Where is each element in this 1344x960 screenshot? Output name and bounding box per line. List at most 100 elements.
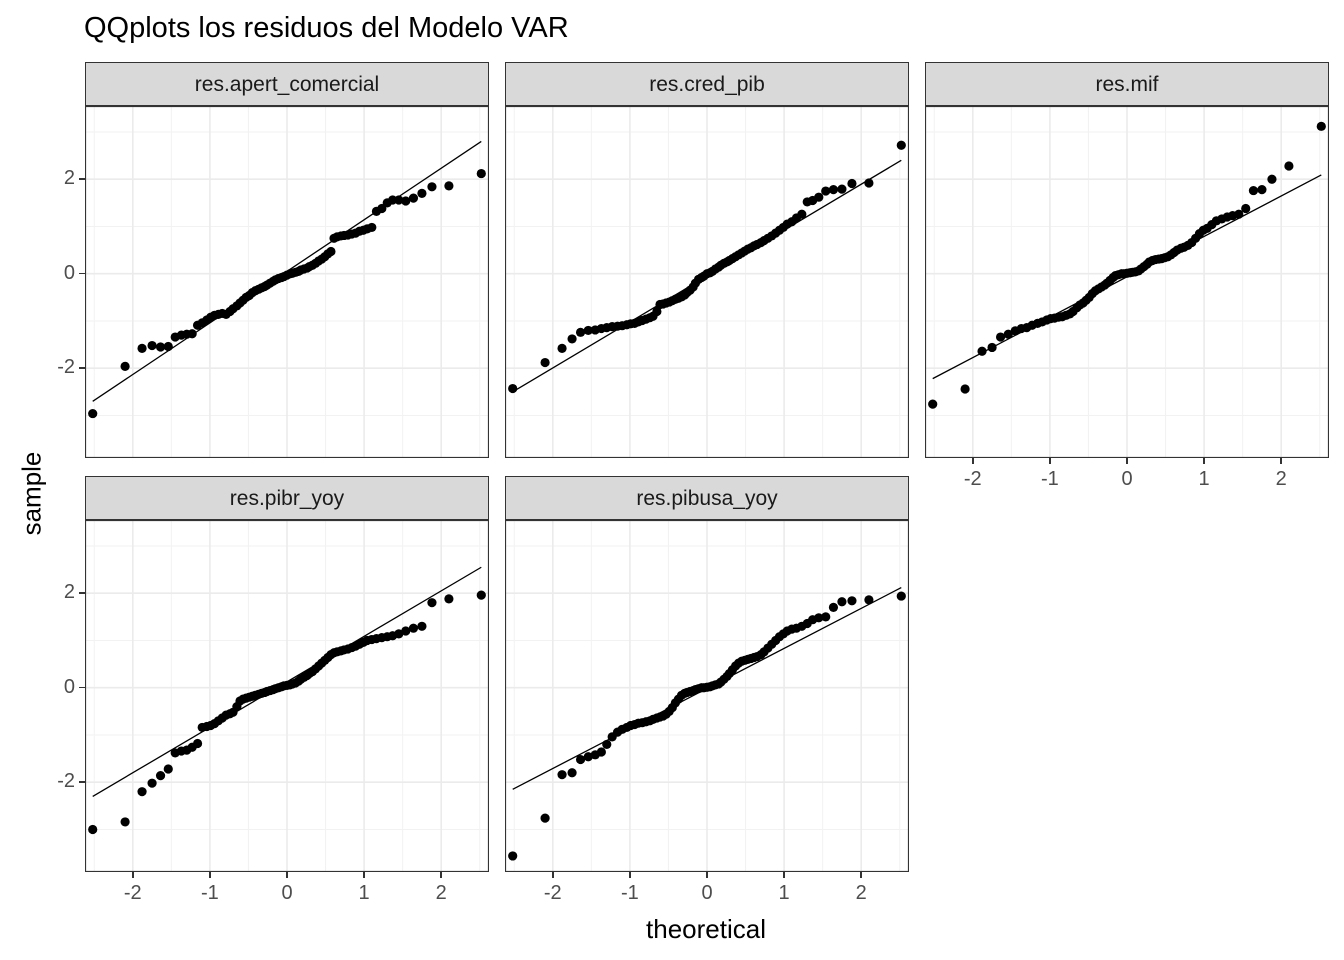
y-tick-mark [79, 272, 85, 275]
qq-point [408, 193, 419, 203]
qq-point [120, 817, 130, 827]
facet-strip-label: res.mif [925, 62, 1329, 106]
y-tick-label: 2 [63, 581, 75, 604]
qq-point [508, 383, 518, 394]
qq-point [408, 623, 419, 633]
qq-point [977, 346, 987, 356]
qq-point [652, 306, 662, 317]
qq-point [401, 626, 411, 636]
qq-point [567, 768, 577, 778]
qq-point [1316, 121, 1326, 131]
qq-point [847, 178, 857, 189]
qq-point [583, 325, 593, 336]
qq-point [540, 813, 550, 823]
x-tick-mark [209, 872, 211, 878]
qq-point [987, 342, 997, 353]
qq-point [163, 341, 173, 352]
x-tick-mark [1049, 458, 1051, 464]
facet-plot-area [85, 520, 489, 872]
y-tick-mark [79, 178, 85, 180]
panel-border [925, 106, 1329, 458]
x-tick-label: -2 [963, 468, 982, 490]
x-tick-mark [1126, 458, 1128, 464]
x-tick-label: -2 [543, 882, 562, 904]
qq-point [444, 181, 454, 191]
x-tick-mark [440, 872, 442, 878]
qq-point [1234, 209, 1244, 219]
y-tick-label: 0 [63, 675, 75, 698]
y-tick-mark [79, 686, 85, 689]
x-tick-mark [1280, 458, 1282, 464]
x-tick-label: 1 [358, 882, 370, 904]
facet-plot-area [505, 520, 909, 872]
facet-panel: res.pibusa_yoy [505, 476, 909, 872]
qq-point [797, 209, 807, 219]
qq-point [540, 357, 550, 368]
x-tick-mark [552, 872, 554, 878]
facet-strip-label: res.cred_pib [505, 62, 909, 106]
x-tick-label: 1 [778, 882, 790, 904]
x-tick-mark [1203, 458, 1205, 464]
y-tick-label: -2 [57, 770, 75, 793]
x-tick-label: -1 [620, 882, 639, 904]
y-tick-mark [79, 367, 85, 369]
qq-point [1003, 329, 1013, 339]
qq-point [575, 754, 586, 765]
qq-point [1248, 185, 1259, 196]
panel-border [505, 106, 909, 458]
x-tick-label: 0 [1121, 468, 1133, 490]
facet-plot-area [925, 106, 1329, 458]
qq-point [367, 222, 377, 233]
x-tick-label: -1 [1040, 468, 1059, 490]
chart-title: QQplots los residuos del Modelo VAR [84, 12, 569, 44]
x-axis-title: theoretical [646, 914, 766, 944]
x-tick-label: -1 [200, 882, 219, 904]
y-tick-label: 0 [63, 261, 75, 284]
qq-point [821, 186, 831, 196]
qq-point [864, 178, 874, 188]
x-tick-label: 1 [1198, 468, 1210, 490]
panel-border [85, 520, 489, 872]
qq-point [837, 597, 847, 607]
qq-point [137, 343, 147, 353]
qq-point [417, 621, 427, 631]
qq-point [88, 408, 98, 419]
qq-point [147, 340, 157, 351]
x-tick-mark [860, 872, 862, 878]
qq-point [401, 196, 411, 206]
qq-point [596, 747, 606, 757]
qq-point [602, 739, 612, 750]
x-tick-label: 2 [435, 882, 447, 904]
qq-point [88, 824, 98, 835]
qq-point [137, 787, 147, 797]
y-tick-label: 2 [63, 167, 75, 190]
facet-strip-label: res.pibr_yoy [85, 476, 489, 520]
qq-point [995, 332, 1006, 342]
qq-point [155, 771, 166, 781]
qq-point [508, 851, 518, 861]
qq-point [828, 602, 839, 613]
facet-plot-area [85, 106, 489, 458]
qq-point [427, 598, 437, 608]
qq-point [394, 195, 404, 205]
qq-point [896, 140, 906, 150]
qq-point [557, 770, 567, 780]
y-tick-mark [79, 781, 85, 783]
qq-point [1257, 185, 1267, 195]
panel-border [85, 106, 489, 458]
qq-point [928, 399, 938, 409]
qq-point [444, 594, 454, 604]
qq-point [557, 343, 567, 353]
facet-panel: res.mif [925, 62, 1329, 458]
facet-strip-label: res.pibusa_yoy [505, 476, 909, 520]
qq-point [828, 185, 839, 195]
qq-point [814, 613, 824, 623]
x-tick-label: 2 [855, 882, 867, 904]
y-tick-label: -2 [57, 356, 75, 379]
qq-point [155, 342, 166, 352]
qq-point [192, 738, 203, 749]
qq-point [187, 329, 197, 339]
x-tick-mark [629, 872, 631, 878]
qq-point [575, 327, 586, 337]
x-tick-mark [363, 872, 365, 878]
